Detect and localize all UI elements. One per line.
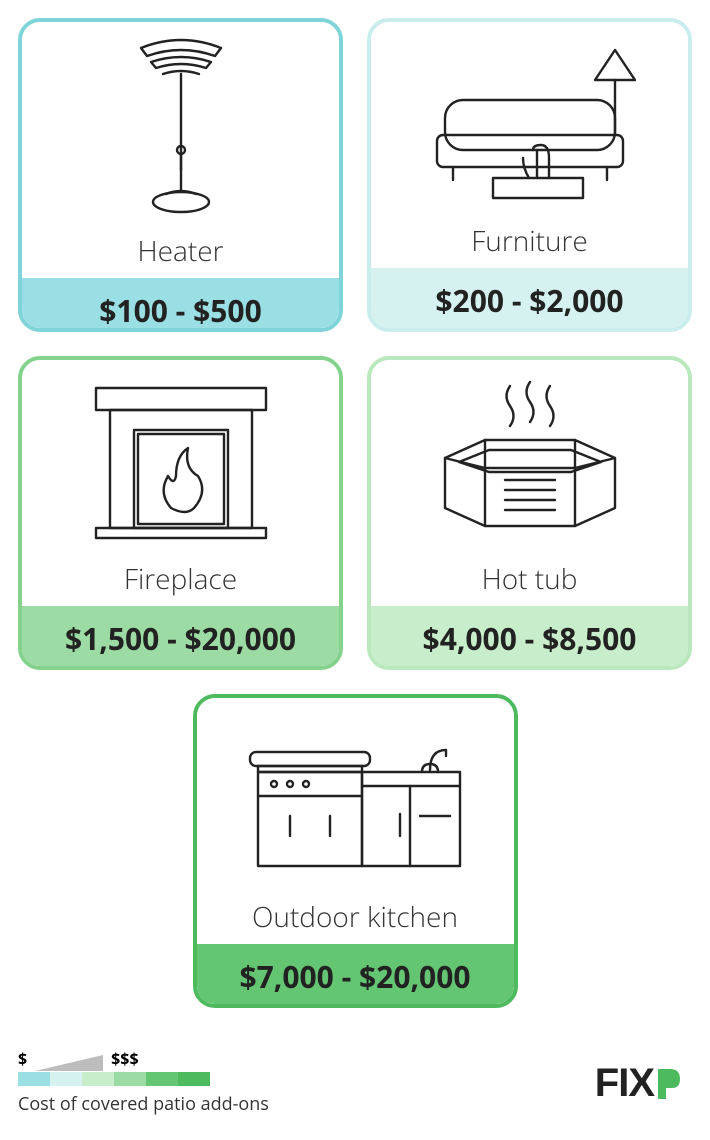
card-heater: Heater $100 - $500 (18, 18, 343, 332)
legend-ramp-icon (35, 1055, 103, 1071)
card-price: $1,500 - $20,000 (22, 606, 339, 670)
card-label: Fireplace (22, 556, 339, 606)
card-price: $200 - $2,000 (371, 268, 688, 332)
heater-icon (22, 22, 339, 228)
card-outdoor-kitchen: Outdoor kitchen $7,000 - $20,000 (193, 694, 518, 1008)
fireplace-icon (22, 360, 339, 556)
fixr-logo: FIX (595, 1061, 684, 1106)
legend-low: $ (18, 1048, 27, 1070)
hottub-icon (371, 360, 688, 556)
legend-caption: Cost of covered patio add-ons (18, 1092, 269, 1116)
row-bottom: Outdoor kitchen $7,000 - $20,000 (18, 694, 692, 1008)
card-hottub: Hot tub $4,000 - $8,500 (367, 356, 692, 670)
legend-scale (18, 1072, 269, 1086)
card-label: Hot tub (371, 556, 688, 606)
card-label: Heater (22, 228, 339, 278)
card-label: Outdoor kitchen (197, 894, 514, 944)
card-price: $4,000 - $8,500 (371, 606, 688, 670)
card-price: $7,000 - $20,000 (197, 944, 514, 1008)
legend: $ $$$ Cost of covered patio add-ons (18, 1048, 269, 1116)
card-fireplace: Fireplace $1,500 - $20,000 (18, 356, 343, 670)
furniture-icon (371, 22, 688, 218)
card-price: $100 - $500 (22, 278, 339, 332)
card-label: Furniture (371, 218, 688, 268)
legend-high: $$$ (111, 1048, 138, 1070)
card-grid: Heater $100 - $500 Furniture $200 - $2,0… (18, 18, 692, 670)
outdoor-kitchen-icon (197, 698, 514, 894)
card-furniture: Furniture $200 - $2,000 (367, 18, 692, 332)
